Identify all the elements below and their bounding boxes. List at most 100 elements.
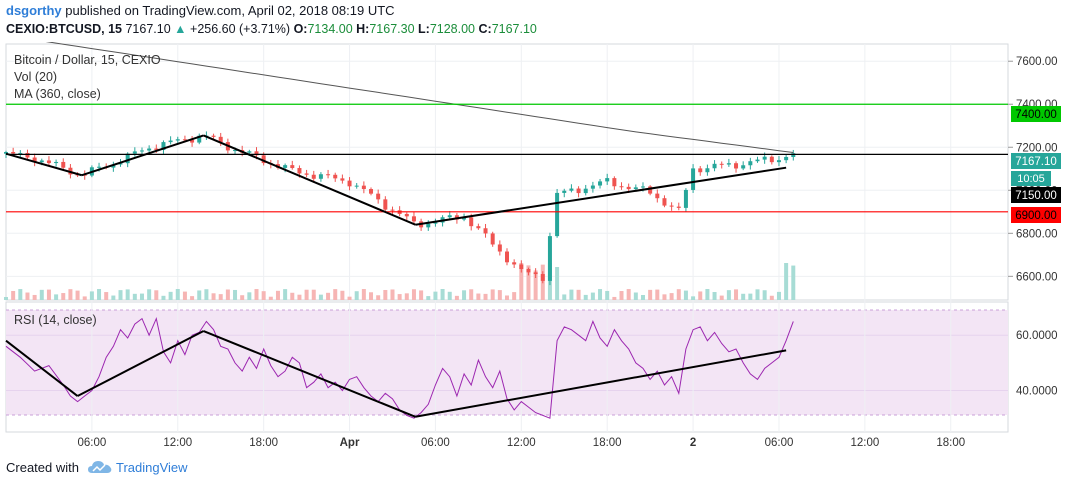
- candle-body: [648, 186, 653, 194]
- ma-line: [45, 42, 794, 153]
- created-with-label: Created with: [6, 460, 79, 475]
- time-tick-label: 18:00: [593, 437, 622, 449]
- volume-bar: [411, 289, 416, 300]
- volume-bar: [454, 295, 459, 300]
- candle-body: [734, 163, 739, 169]
- rsi-axis: 40.0000 60.0000: [1016, 330, 1058, 397]
- time-tick-label: 12:00: [507, 437, 536, 449]
- author-link[interactable]: dsgorthy: [6, 3, 62, 18]
- candle-body: [540, 274, 545, 281]
- candle-body: [161, 142, 166, 150]
- candle-body: [633, 187, 638, 190]
- support-tag: [1011, 207, 1061, 223]
- candle-body: [390, 209, 395, 211]
- candle-body: [132, 151, 137, 154]
- candle-body: [683, 189, 688, 208]
- chart-canvas[interactable]: 6600.006800.007000.007200.007400.007600.…: [0, 42, 1074, 458]
- volume-bar: [197, 290, 202, 300]
- tradingview-link[interactable]: TradingView: [116, 460, 188, 475]
- volume-bar: [297, 294, 302, 300]
- candle-body: [25, 152, 30, 158]
- time-tick-label: 06:00: [77, 437, 106, 449]
- time-tick-label: 12:00: [163, 437, 192, 449]
- last-price-tag: [1011, 153, 1061, 169]
- candle-body: [361, 185, 366, 190]
- volume-bar: [748, 293, 753, 300]
- candle-body: [748, 161, 753, 166]
- volume-bar: [712, 292, 717, 300]
- candle-body: [547, 236, 552, 281]
- volume-bar: [311, 289, 316, 300]
- candle-body: [476, 226, 481, 229]
- volume-bar: [147, 289, 152, 300]
- price-tick-label: 7200.00: [1016, 142, 1058, 154]
- rsi-trendline: [203, 330, 416, 418]
- volume-bar: [669, 293, 674, 300]
- candle-body: [426, 223, 431, 228]
- last-price-tag-text: 7167.10: [1015, 156, 1057, 168]
- volume-bar: [268, 296, 273, 300]
- volume-bar: [497, 290, 502, 300]
- candle-body: [669, 205, 674, 207]
- volume-bar: [204, 289, 209, 300]
- volume-bar: [633, 292, 638, 300]
- volume-bar: [354, 291, 359, 300]
- candle-body: [383, 199, 388, 210]
- volume-bar: [698, 291, 703, 300]
- volume-bar: [326, 292, 331, 300]
- low-label: L:: [418, 22, 430, 36]
- volume-bar: [483, 293, 488, 300]
- candle-body: [619, 186, 624, 188]
- volume-bar: [505, 295, 509, 300]
- candle-body: [755, 159, 760, 162]
- ma-legend: MA (360, close): [14, 87, 101, 101]
- candle-body: [254, 151, 259, 156]
- candle-body: [46, 160, 51, 164]
- candle-body: [762, 156, 767, 160]
- volume-bar: [190, 296, 195, 300]
- candle-body: [490, 233, 495, 245]
- candle-body: [469, 217, 474, 227]
- volume-bar: [283, 289, 288, 300]
- candle-body: [691, 168, 696, 190]
- candle-body: [505, 251, 509, 263]
- price-trendline: [415, 166, 787, 226]
- volume-bar: [769, 295, 774, 300]
- candle-body: [333, 174, 338, 179]
- volume-bar: [247, 292, 252, 300]
- volume-bar: [397, 294, 402, 300]
- candle-body: [347, 180, 352, 187]
- horizontal-levels: [6, 103, 1008, 213]
- candle-body: [598, 181, 603, 186]
- volume-bar: [54, 294, 59, 300]
- open-value: 7134.00: [307, 22, 353, 36]
- candle-body: [590, 185, 595, 189]
- volume-bar: [576, 289, 581, 300]
- candle-body: [147, 148, 152, 151]
- volume-legend: Vol (20): [14, 70, 57, 84]
- volume-bar: [648, 289, 653, 300]
- candle-body: [39, 160, 44, 163]
- volume-bar: [75, 290, 80, 300]
- candle-body: [655, 193, 660, 199]
- support-tag-text: 6900.00: [1015, 210, 1057, 222]
- candle-body: [139, 150, 144, 152]
- candle-body: [569, 188, 574, 191]
- price-trendline: [81, 134, 204, 177]
- volume-bar: [784, 263, 789, 300]
- rsi-tick-label: 40.0000: [1016, 386, 1058, 398]
- volume-bar: [376, 295, 381, 300]
- chart-header: dsgorthy published on TradingView.com, A…: [0, 0, 1074, 42]
- volume-bar: [18, 289, 23, 300]
- candle-body: [168, 140, 173, 143]
- volume-bar: [125, 289, 130, 300]
- time-tick-label: 2: [690, 437, 696, 449]
- candle-body: [376, 193, 381, 200]
- candle-body: [533, 272, 538, 275]
- price-tick-label: 6800.00: [1016, 228, 1058, 240]
- candle-body: [447, 215, 452, 218]
- candle-body: [283, 165, 288, 168]
- candle-body: [676, 206, 681, 208]
- open-label: O:: [293, 22, 308, 36]
- time-tick-label: 18:00: [936, 437, 965, 449]
